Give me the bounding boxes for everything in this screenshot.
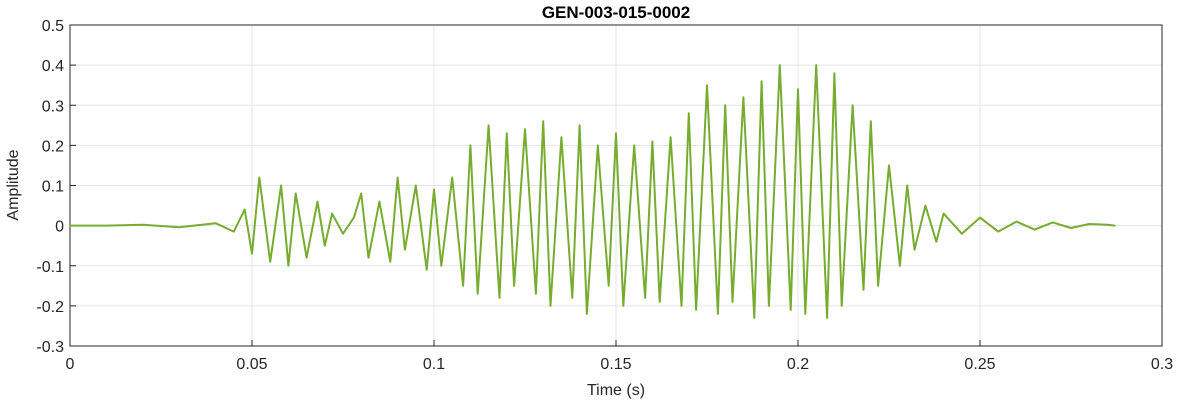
x-tick-label: 0.2 <box>787 356 809 373</box>
y-axis-label: Amplitude <box>5 149 22 220</box>
y-tick-label: -0.3 <box>36 339 64 356</box>
x-tick-label: 0.3 <box>1151 356 1173 373</box>
y-tick-label: -0.2 <box>36 299 64 316</box>
x-tick-label: 0.1 <box>423 356 445 373</box>
y-tick-label: 0.4 <box>42 58 64 75</box>
y-tick-label: 0.1 <box>42 179 64 196</box>
x-axis-label: Time (s) <box>587 382 645 399</box>
x-tick-label: 0 <box>66 356 75 373</box>
chart-title: GEN-003-015-0002 <box>542 3 690 22</box>
axis-ticks: 0 0.05 0.1 0.15 0.2 0.25 0.3 -0.3 -0.2 -0.1 0 0.1 0.… <box>36 18 1173 373</box>
x-tick-label: 0.15 <box>600 356 631 373</box>
x-tick-label: 0.05 <box>236 356 267 373</box>
x-tick-label: 0.25 <box>964 356 995 373</box>
y-tick-label: 0.2 <box>42 138 64 155</box>
y-tick-label: -0.1 <box>36 259 64 276</box>
y-tick-label: 0.3 <box>42 98 64 115</box>
y-tick-label: 0 <box>55 219 64 236</box>
amplitude-series-line <box>69 64 1116 319</box>
y-tick-label: 0.5 <box>42 18 64 35</box>
